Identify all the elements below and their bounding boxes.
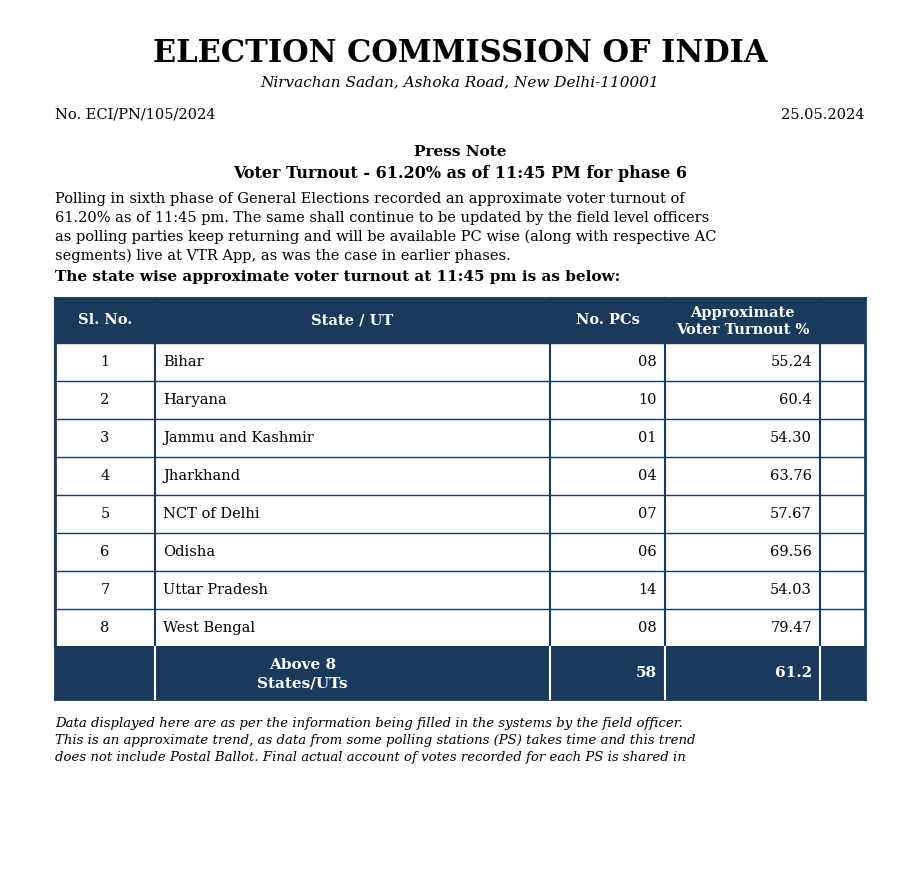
Text: 25.05.2024: 25.05.2024 bbox=[780, 108, 864, 122]
Text: does not include Postal Ballot. Final actual account of votes recorded for each : does not include Postal Ballot. Final ac… bbox=[55, 751, 685, 764]
Text: 6: 6 bbox=[100, 545, 109, 559]
Text: 54.03: 54.03 bbox=[769, 583, 811, 597]
Text: 5: 5 bbox=[100, 507, 109, 521]
Text: 4: 4 bbox=[100, 469, 109, 483]
Bar bbox=[55, 571, 864, 609]
Text: Nirvachan Sadan, Ashoka Road, New Delhi-110001: Nirvachan Sadan, Ashoka Road, New Delhi-… bbox=[260, 75, 659, 89]
Text: Polling in sixth phase of General Elections recorded an approximate voter turnou: Polling in sixth phase of General Electi… bbox=[55, 192, 684, 206]
Text: This is an approximate trend, as data from some polling stations (PS) takes time: This is an approximate trend, as data fr… bbox=[55, 734, 695, 747]
Text: 54.30: 54.30 bbox=[769, 431, 811, 445]
Bar bbox=[55, 609, 864, 647]
Text: 08: 08 bbox=[638, 355, 656, 369]
Text: 8: 8 bbox=[100, 621, 109, 635]
Text: Press Note: Press Note bbox=[414, 145, 505, 159]
Text: 57.67: 57.67 bbox=[769, 507, 811, 521]
Text: Voter Turnout %: Voter Turnout % bbox=[675, 323, 809, 337]
Text: Jharkhand: Jharkhand bbox=[163, 469, 240, 483]
Text: 79.47: 79.47 bbox=[769, 621, 811, 635]
Text: No. PCs: No. PCs bbox=[575, 314, 639, 327]
Text: 07: 07 bbox=[638, 507, 656, 521]
Text: West Bengal: West Bengal bbox=[163, 621, 255, 635]
Text: 61.2: 61.2 bbox=[774, 666, 811, 680]
Text: segments) live at VTR App, as was the case in earlier phases.: segments) live at VTR App, as was the ca… bbox=[55, 249, 510, 263]
Text: 10: 10 bbox=[638, 393, 656, 407]
Text: 60.4: 60.4 bbox=[778, 393, 811, 407]
Text: 1: 1 bbox=[100, 355, 109, 369]
Text: Bihar: Bihar bbox=[163, 355, 203, 369]
Text: 58: 58 bbox=[635, 666, 656, 680]
Text: Sl. No.: Sl. No. bbox=[78, 314, 132, 327]
Bar bbox=[55, 343, 864, 381]
Text: 55.24: 55.24 bbox=[769, 355, 811, 369]
Text: as polling parties keep returning and will be available PC wise (along with resp: as polling parties keep returning and wi… bbox=[55, 230, 716, 245]
Text: 04: 04 bbox=[638, 469, 656, 483]
Text: 14: 14 bbox=[638, 583, 656, 597]
Bar bbox=[55, 298, 864, 343]
Text: 63.76: 63.76 bbox=[769, 469, 811, 483]
Text: 01: 01 bbox=[638, 431, 656, 445]
Bar bbox=[55, 457, 864, 495]
Text: 7: 7 bbox=[100, 583, 109, 597]
Text: No. ECI/PN/105/2024: No. ECI/PN/105/2024 bbox=[55, 108, 215, 122]
Bar bbox=[55, 495, 864, 533]
Bar bbox=[55, 381, 864, 419]
Text: Above 8: Above 8 bbox=[268, 658, 335, 672]
Text: Jammu and Kashmir: Jammu and Kashmir bbox=[163, 431, 313, 445]
Text: Haryana: Haryana bbox=[163, 393, 226, 407]
Text: 2: 2 bbox=[100, 393, 109, 407]
Text: State / UT: State / UT bbox=[311, 314, 393, 327]
Text: NCT of Delhi: NCT of Delhi bbox=[163, 507, 259, 521]
Text: 69.56: 69.56 bbox=[769, 545, 811, 559]
Text: 06: 06 bbox=[638, 545, 656, 559]
Text: Data displayed here are as per the information being filled in the systems by th: Data displayed here are as per the infor… bbox=[55, 717, 682, 730]
Bar bbox=[55, 419, 864, 457]
Text: 08: 08 bbox=[638, 621, 656, 635]
Text: Approximate: Approximate bbox=[689, 306, 794, 320]
Text: States/UTs: States/UTs bbox=[257, 676, 347, 690]
Text: ELECTION COMMISSION OF INDIA: ELECTION COMMISSION OF INDIA bbox=[153, 38, 766, 69]
Text: Odisha: Odisha bbox=[163, 545, 215, 559]
Text: Uttar Pradesh: Uttar Pradesh bbox=[163, 583, 267, 597]
Text: The state wise approximate voter turnout at 11:45 pm is as below:: The state wise approximate voter turnout… bbox=[55, 270, 619, 284]
Text: 3: 3 bbox=[100, 431, 109, 445]
Bar bbox=[55, 533, 864, 571]
Bar bbox=[55, 647, 864, 699]
Text: 61.20% as of 11:45 pm. The same shall continue to be updated by the field level : 61.20% as of 11:45 pm. The same shall co… bbox=[55, 211, 709, 225]
Text: Voter Turnout - 61.20% as of 11:45 PM for phase 6: Voter Turnout - 61.20% as of 11:45 PM fo… bbox=[233, 165, 686, 182]
